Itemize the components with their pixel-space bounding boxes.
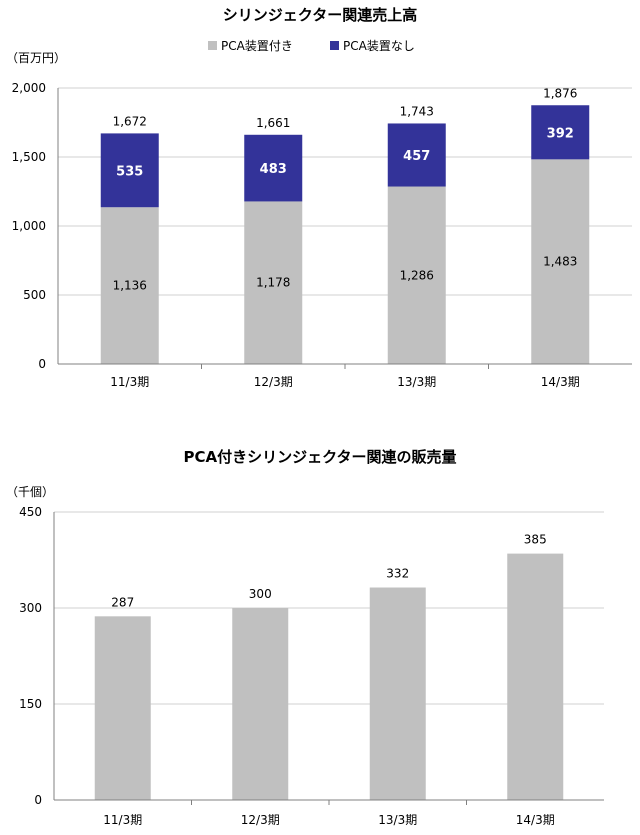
x-tick-label: 14/3期 (516, 813, 555, 827)
x-tick-label: 11/3期 (110, 375, 149, 389)
y-tick-label: 0 (38, 357, 46, 371)
total-label: 1,661 (256, 116, 290, 130)
bar-segment (531, 159, 590, 364)
bar-segment (100, 207, 159, 364)
bar (94, 616, 151, 800)
bar-segment (244, 201, 303, 364)
legend-swatch (208, 41, 217, 50)
x-tick-label: 13/3期 (378, 813, 417, 827)
data-label: 300 (249, 587, 272, 601)
x-tick-label: 14/3期 (541, 375, 580, 389)
x-tick-label: 11/3期 (103, 813, 142, 827)
data-label: 332 (386, 567, 409, 581)
data-label: 1,136 (113, 279, 147, 293)
y-tick-label: 2,000 (12, 81, 46, 95)
y-tick-label: 300 (19, 601, 42, 615)
bar (232, 608, 289, 800)
data-label: 1,178 (256, 276, 290, 290)
data-label: 287 (111, 595, 134, 609)
total-label: 1,672 (113, 114, 147, 128)
x-tick-label: 13/3期 (397, 375, 436, 389)
data-label: 1,286 (400, 268, 434, 282)
bar-segment (387, 123, 446, 187)
bar (507, 553, 564, 800)
chart-title: シリンジェクター関連売上高 (223, 6, 417, 24)
data-label: 483 (260, 162, 287, 177)
data-label: 392 (547, 126, 574, 141)
y-tick-label: 500 (23, 288, 46, 302)
y-tick-label: 0 (34, 793, 42, 807)
total-label: 1,876 (543, 86, 577, 100)
y-tick-label: 450 (19, 505, 42, 519)
total-label: 1,743 (400, 104, 434, 118)
y-tick-label: 1,500 (12, 150, 46, 164)
bar-segment (244, 134, 303, 202)
data-label: 1,483 (543, 255, 577, 269)
y-unit-label: （百万円） (6, 51, 66, 65)
y-tick-label: 150 (19, 697, 42, 711)
bar (369, 587, 426, 800)
data-label: 385 (524, 533, 547, 547)
legend: PCA装置付き PCA装置なし (208, 39, 415, 53)
data-label: 457 (403, 149, 430, 164)
chart-title: PCA付きシリンジェクター関連の販売量 (183, 448, 456, 466)
chart-volume: PCA付きシリンジェクター関連の販売量 （千個） 287 300 332 385 0 1… (6, 448, 604, 827)
bar-segment (387, 186, 446, 364)
y-unit-label: （千個） (6, 485, 54, 499)
legend-label: PCA装置なし (343, 39, 415, 53)
legend-label: PCA装置付き (221, 39, 293, 53)
bar-segment (531, 105, 590, 160)
bar-segment (100, 133, 159, 208)
legend-swatch (330, 41, 339, 50)
y-tick-label: 1,000 (12, 219, 46, 233)
x-tick-label: 12/3期 (241, 813, 280, 827)
chart-sales: シリンジェクター関連売上高 （百万円） PCA装置付き PCA装置なし 1,13… (6, 6, 632, 389)
x-tick-label: 12/3期 (254, 375, 293, 389)
data-label: 535 (116, 164, 143, 179)
